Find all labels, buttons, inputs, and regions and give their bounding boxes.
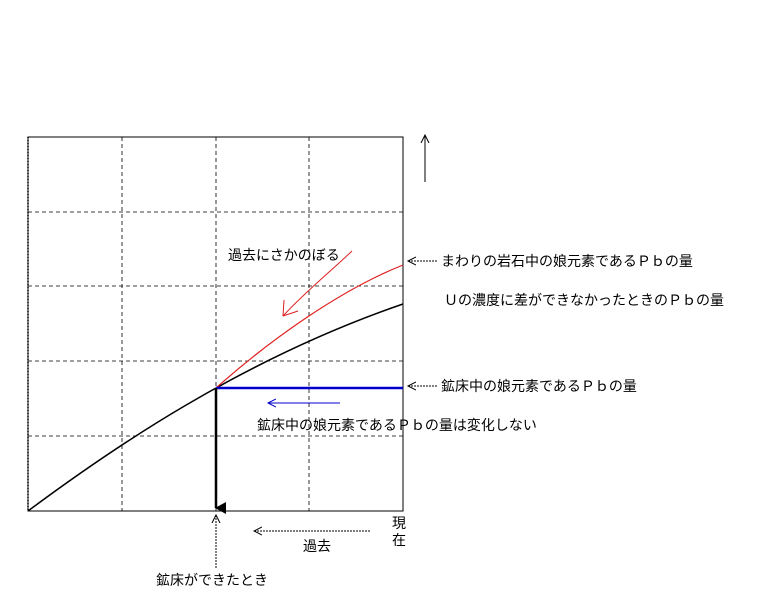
no-u-difference-label: Ｕの濃度に差ができなかったときのＰｂの量 xyxy=(444,293,724,309)
past-label: 過去 xyxy=(303,539,331,555)
surrounding-rock-label: まわりの岩石中の娘元素であるＰｂの量 xyxy=(441,254,693,270)
present-label-char2: 在 xyxy=(392,533,406,549)
red-backward-arrow xyxy=(282,250,353,317)
deposit-formed-label: 鉱床ができたとき xyxy=(156,572,268,589)
deposit-pb-unchanged-label: 鉱床中の娘元素であるＰｂの量は変化しない xyxy=(257,417,537,434)
black-curve xyxy=(27,303,404,512)
deposit-pb-label: 鉱床中の娘元素であるＰｂの量 xyxy=(441,378,637,395)
present-label-char1: 現 xyxy=(392,516,406,532)
go-back-label: 過去にさかのぼる xyxy=(228,248,340,264)
red-curve xyxy=(215,264,404,389)
